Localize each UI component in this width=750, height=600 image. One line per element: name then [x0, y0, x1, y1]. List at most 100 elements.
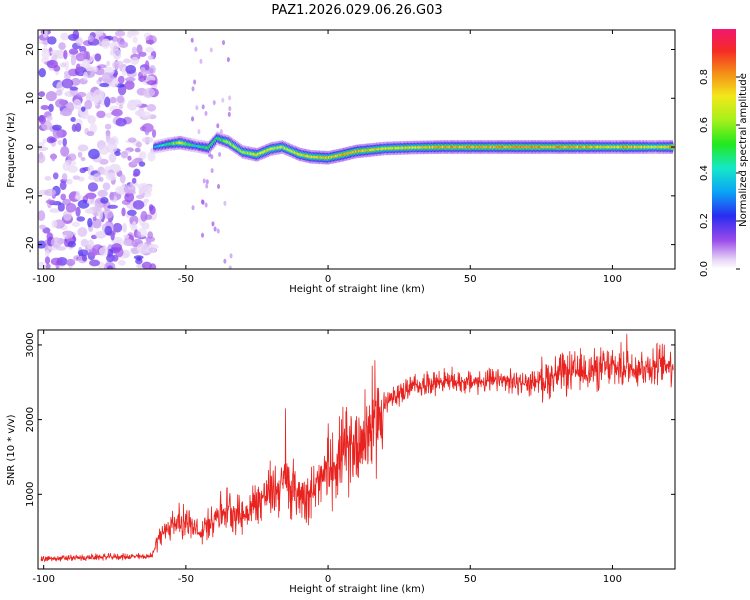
noise-blob — [58, 42, 66, 50]
noise-blob — [59, 109, 72, 117]
noise-blob — [120, 150, 129, 159]
colorbar-tick-label: 0.6 — [699, 117, 710, 133]
noise-blob — [45, 90, 57, 102]
noise-blob — [118, 41, 129, 48]
snr-series-line — [40, 333, 674, 563]
noise-blob — [75, 206, 81, 217]
noise-blob — [87, 115, 96, 124]
noise-blob — [77, 249, 89, 257]
noise-blob — [223, 200, 227, 206]
noise-blob — [87, 217, 93, 228]
noise-blob — [47, 36, 57, 45]
noise-blob — [65, 102, 75, 113]
noise-blob — [147, 244, 157, 254]
noise-blob — [99, 82, 110, 88]
noise-blob — [136, 243, 149, 255]
noise-blob — [62, 137, 67, 147]
noise-blob — [80, 106, 86, 112]
noise-blob — [61, 173, 68, 181]
noise-blob — [141, 222, 150, 230]
noise-blob — [222, 40, 226, 46]
noise-blob — [117, 259, 126, 266]
noise-blob — [81, 254, 87, 262]
noise-blob — [201, 232, 205, 238]
noise-blob — [86, 199, 97, 205]
noise-blob — [216, 123, 220, 129]
noise-blob — [118, 104, 124, 110]
noise-blob — [218, 151, 222, 157]
noise-blob — [119, 174, 126, 184]
noise-blob — [45, 263, 51, 269]
noise-blob — [124, 80, 135, 90]
noise-blob — [122, 223, 127, 233]
noise-blob — [93, 89, 105, 101]
noise-blob — [194, 46, 198, 52]
snr-y-label: SNR (10 * v/v) — [6, 414, 17, 485]
noise-blob — [92, 218, 102, 229]
spectrogram-x-label: Height of straight line (km) — [289, 284, 425, 295]
noise-blob — [68, 48, 79, 55]
snr-x-label: Height of straight line (km) — [289, 584, 425, 595]
noise-blob — [210, 154, 214, 160]
x-tick-label: -50 — [178, 574, 194, 585]
colorbar-tick-label: 0.2 — [699, 213, 710, 229]
noise-blob — [86, 208, 94, 214]
noise-blob — [226, 57, 230, 63]
noise-blob — [38, 153, 46, 164]
x-tick-label: 0 — [325, 274, 331, 285]
noise-blob — [64, 159, 77, 167]
noise-blob — [87, 182, 99, 192]
noise-blob — [44, 249, 50, 257]
noise-blob — [50, 257, 63, 266]
noise-blob — [108, 152, 117, 163]
noise-blob — [223, 258, 227, 264]
noise-blob — [201, 104, 205, 110]
noise-blob — [71, 221, 81, 228]
noise-blob — [75, 122, 82, 133]
noise-blob — [131, 46, 137, 55]
noise-blob — [70, 54, 77, 66]
noise-blob — [129, 215, 139, 226]
noise-blob — [104, 123, 112, 130]
noise-blob — [79, 167, 87, 174]
noise-blob — [136, 44, 143, 55]
noise-blob — [140, 184, 149, 193]
noise-blob — [114, 30, 126, 37]
noise-blob — [109, 41, 120, 51]
noise-blob — [63, 70, 69, 77]
noise-blob — [46, 115, 53, 121]
x-tick-label: -100 — [32, 274, 55, 285]
noise-blob — [38, 146, 49, 152]
noise-blob — [213, 226, 217, 232]
noise-blob — [106, 60, 111, 67]
noise-blob — [56, 246, 67, 251]
noise-blob — [210, 168, 214, 174]
noise-blob — [228, 106, 232, 112]
noise-blob — [50, 49, 62, 56]
y-tick-label: 10 — [25, 92, 36, 105]
noise-blob — [57, 202, 65, 212]
noise-blob — [98, 247, 109, 256]
noise-blob — [140, 210, 148, 222]
noise-blob — [48, 137, 57, 143]
noise-blob — [117, 75, 125, 84]
spectrogram-x-ticks: -100 -50 0 50 100 — [32, 30, 622, 285]
noise-blob — [212, 100, 216, 106]
noise-blob — [94, 53, 102, 62]
noise-blob — [131, 177, 137, 184]
noise-blob — [106, 142, 118, 153]
noise-blob — [38, 210, 46, 222]
noise-blob — [64, 60, 70, 71]
noise-blob — [102, 182, 111, 191]
noise-blob — [98, 176, 104, 182]
x-tick-label: 100 — [603, 274, 622, 285]
noise-blob — [44, 188, 57, 197]
noise-blobs — [38, 30, 233, 269]
noise-blob — [227, 111, 231, 117]
noise-blob — [99, 158, 109, 165]
noise-blob — [72, 30, 80, 40]
noise-blob — [205, 183, 209, 189]
noise-blob — [86, 239, 95, 250]
noise-blob — [60, 32, 70, 41]
